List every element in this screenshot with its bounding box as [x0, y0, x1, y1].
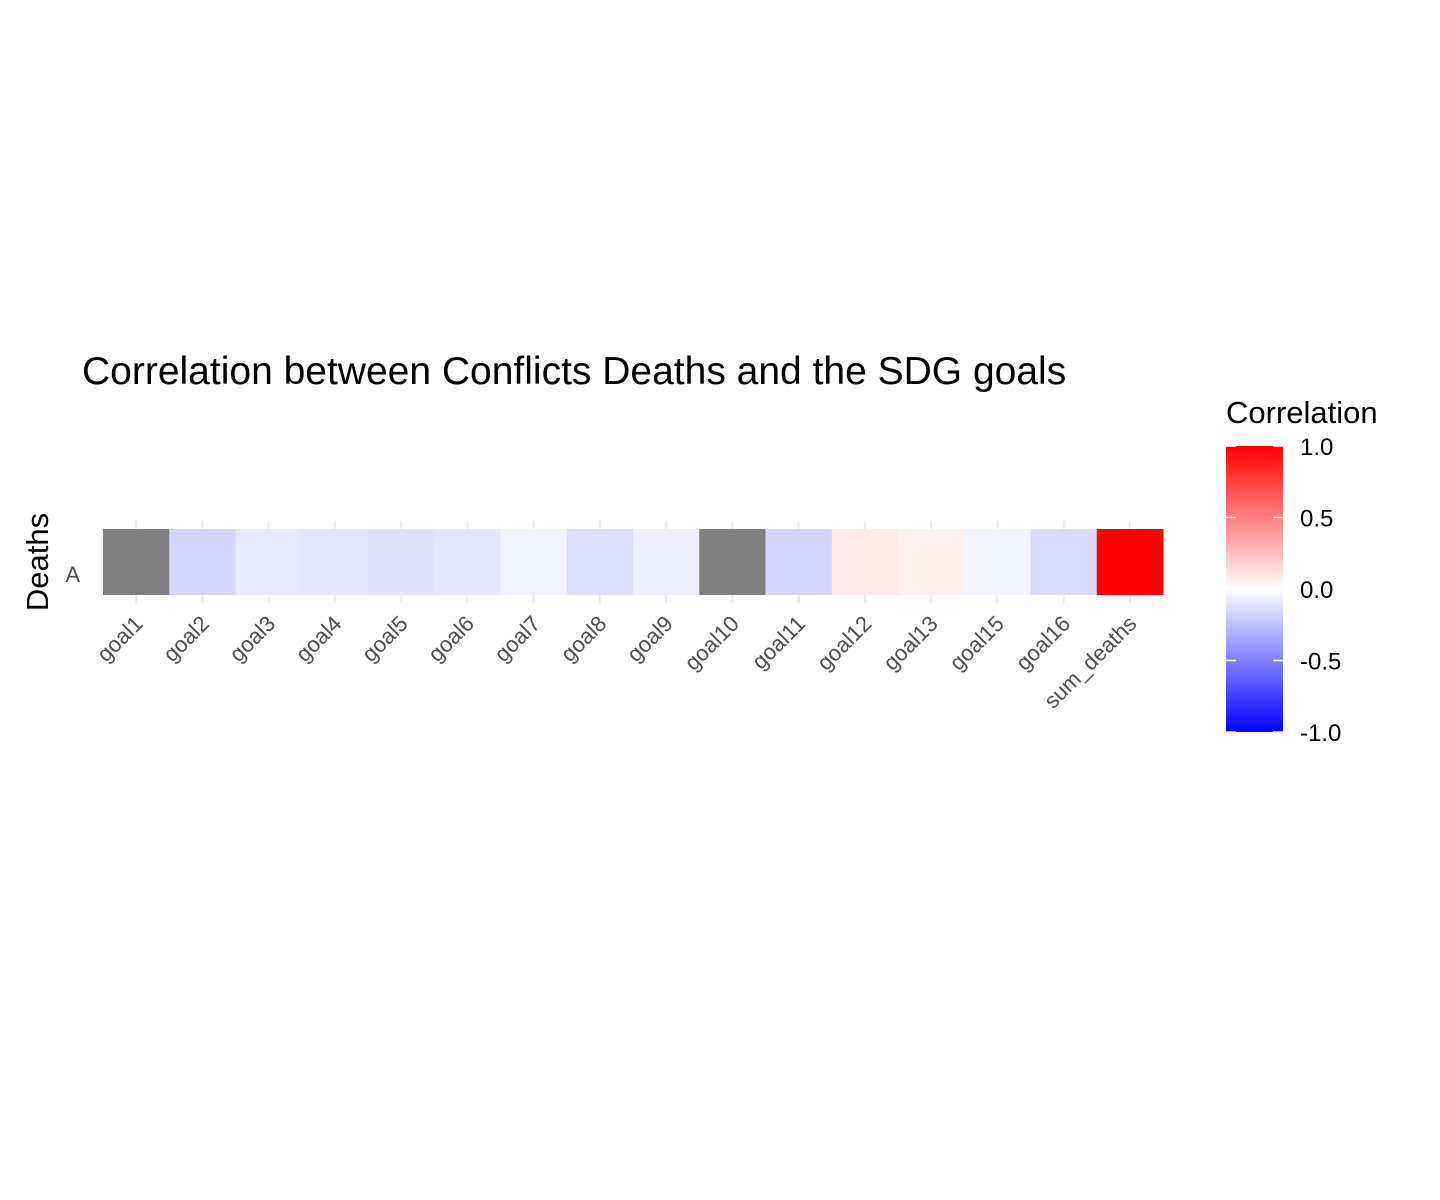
x-tick-label-goal9: goal9	[622, 611, 678, 667]
x-tick-label-goal4: goal4	[291, 611, 347, 667]
heatmap-cell-goal7	[500, 529, 568, 595]
legend-tick-label: 0.5	[1300, 506, 1333, 533]
heatmap-cell-goal16	[1030, 529, 1098, 595]
x-tick-label-goal6: goal6	[423, 611, 479, 667]
x-axis-tick-labels: goal1 goal2 goal3 goal4 goal5 goal6 goal7 goal8…	[92, 611, 1142, 713]
x-tick-label-goal15: goal15	[945, 611, 1009, 675]
chart-title: Correlation between Conflicts Deaths and…	[82, 350, 1066, 393]
heatmap-cell-goal11	[765, 529, 833, 595]
legend-ticks: 1.0 0.5 0.0 -0.5 -1.0	[1226, 434, 1341, 747]
x-tick-label-goal11: goal11	[747, 611, 810, 674]
legend-tick-label: -0.5	[1300, 649, 1341, 676]
x-tick-label-goal8: goal8	[556, 611, 612, 667]
x-tick-label-goal5: goal5	[357, 611, 413, 667]
color-legend: Correlation 1.0 0.5 0.0 -0.5 -1.0	[1226, 395, 1378, 747]
x-tick-label-goal12: goal12	[812, 611, 876, 675]
legend-title: Correlation	[1226, 395, 1378, 430]
x-tick-label-goal2: goal2	[158, 611, 214, 667]
x-tick-label-goal16: goal16	[1011, 611, 1075, 675]
heatmap-cell-goal6	[434, 529, 501, 595]
heatmap-cell-goal10	[699, 529, 766, 595]
heatmap-cell-goal15	[964, 529, 1031, 595]
heatmap-cell-goal12	[831, 529, 899, 595]
heatmap-cell-goal8	[566, 529, 634, 595]
heatmap-cell-sum_deaths	[1096, 529, 1164, 595]
heatmap-cell-goal1	[103, 529, 170, 595]
x-tick-label-goal7: goal7	[489, 611, 545, 667]
legend-tick-label: 1.0	[1300, 434, 1333, 461]
legend-tick-label: -1.0	[1300, 720, 1341, 747]
heatmap-cell-goal2	[169, 529, 236, 595]
x-tick-label-goal1: goal1	[92, 611, 148, 667]
heatmap-cell-goal4	[301, 529, 369, 595]
x-tick-label-goal13: goal13	[878, 611, 942, 675]
heatmap-cell-goal13	[898, 529, 965, 595]
heatmap-cells	[103, 529, 1164, 595]
heatmap-cell-goal9	[633, 529, 700, 595]
heatmap-cell-goal5	[368, 529, 435, 595]
y-tick-label: A	[65, 562, 80, 587]
y-axis-label: Deaths	[20, 513, 55, 611]
heatmap-cell-goal3	[235, 529, 303, 595]
legend-tick-label: 0.0	[1300, 577, 1333, 604]
x-tick-label-goal3: goal3	[224, 611, 280, 667]
x-tick-label-goal10: goal10	[680, 611, 744, 675]
